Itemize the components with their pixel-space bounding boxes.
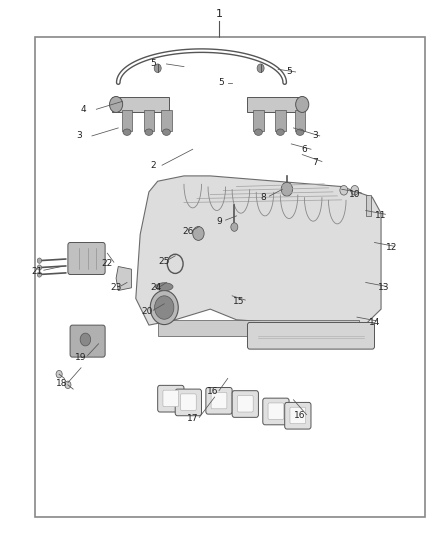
Bar [275,110,286,131]
Text: 5: 5 [286,68,292,76]
Text: 8: 8 [260,193,266,201]
Polygon shape [136,176,381,336]
Text: 19: 19 [75,353,87,361]
Text: 4: 4 [81,105,86,114]
Circle shape [340,185,348,195]
Ellipse shape [123,129,131,135]
Text: 15: 15 [233,297,244,305]
Circle shape [154,64,161,72]
FancyBboxPatch shape [180,394,196,410]
FancyBboxPatch shape [290,407,306,424]
FancyBboxPatch shape [206,387,232,414]
Circle shape [37,265,42,270]
FancyBboxPatch shape [163,390,179,407]
Circle shape [296,96,309,112]
Text: 3: 3 [76,132,82,140]
Ellipse shape [254,129,262,135]
Bar [253,110,264,131]
Ellipse shape [162,129,170,135]
Ellipse shape [296,129,304,135]
Circle shape [193,227,204,240]
Text: 14: 14 [369,318,380,327]
Text: 13: 13 [378,284,389,292]
Circle shape [351,185,359,195]
Bar [161,110,172,131]
Ellipse shape [145,129,153,135]
Text: 26: 26 [183,228,194,236]
Bar [35,37,425,517]
FancyBboxPatch shape [268,403,284,419]
Circle shape [56,370,62,378]
Text: 10: 10 [349,190,360,199]
Text: 22: 22 [102,260,113,268]
Circle shape [257,64,264,72]
Text: 16: 16 [294,411,306,420]
Text: 2: 2 [151,161,156,169]
Text: 18: 18 [56,379,67,388]
FancyBboxPatch shape [247,322,374,349]
Bar [295,110,305,131]
FancyBboxPatch shape [175,389,201,416]
FancyBboxPatch shape [70,325,105,357]
Text: 3: 3 [312,132,318,140]
FancyBboxPatch shape [232,391,258,417]
Bar [112,97,169,112]
Text: 5: 5 [218,78,224,87]
FancyBboxPatch shape [211,392,227,409]
Circle shape [281,182,293,196]
Text: 1: 1 [215,9,223,19]
FancyBboxPatch shape [263,398,289,425]
Text: 21: 21 [32,268,43,276]
Text: 17: 17 [187,414,198,423]
Polygon shape [116,266,131,290]
Text: 9: 9 [216,217,222,225]
Text: 7: 7 [312,158,318,167]
Bar [144,110,154,131]
Bar [366,195,371,216]
FancyBboxPatch shape [158,385,184,412]
Circle shape [65,381,71,389]
Ellipse shape [276,129,284,135]
Text: 12: 12 [386,244,398,252]
Circle shape [110,96,123,112]
Text: 16: 16 [207,387,218,396]
Circle shape [37,258,42,263]
Bar [247,97,304,112]
Circle shape [37,272,42,277]
Text: 5: 5 [150,60,156,68]
FancyBboxPatch shape [237,395,253,412]
Circle shape [150,290,178,325]
Text: 20: 20 [141,308,152,316]
Circle shape [155,296,174,319]
Ellipse shape [155,282,173,291]
Text: 24: 24 [150,284,161,292]
Circle shape [231,223,238,231]
Text: 6: 6 [301,145,307,154]
Bar [158,320,359,336]
FancyBboxPatch shape [68,243,105,274]
FancyBboxPatch shape [285,402,311,429]
Text: 23: 23 [110,284,122,292]
Text: 25: 25 [159,257,170,265]
Bar [122,110,132,131]
Circle shape [80,333,91,346]
Text: 11: 11 [375,212,387,220]
